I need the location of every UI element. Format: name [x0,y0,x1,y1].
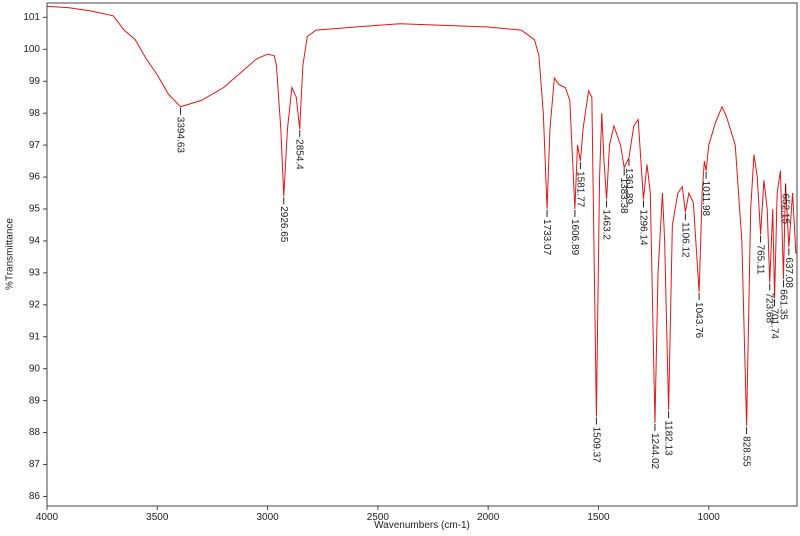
y-tick-label: 90 [29,363,41,374]
y-tick-label: 96 [29,172,41,183]
peak-label: 1296.14 [637,209,648,246]
peak-label: 1182.13 [663,420,674,456]
x-tick-label: 2000 [477,512,500,523]
peak-label: 1509.37 [590,427,601,464]
peak-label: 1581.77 [574,171,585,208]
peak-label: 1361.89 [623,168,634,205]
y-tick-label: 91 [29,331,41,342]
peak-label: 1244.02 [649,433,660,470]
peak-label: 1383.38 [618,177,629,214]
y-tick-label: 93 [29,268,41,279]
y-tick-label: 98 [29,108,41,119]
peak-label: 1043.76 [693,302,704,339]
peak-label: 1011.98 [700,181,711,217]
x-tick-label: 4000 [36,512,59,523]
peak-label: 2926.65 [278,206,289,243]
peak-label: 661.35 [777,289,788,320]
peak-label: 723.68 [764,292,775,323]
y-tick-label: 101 [23,12,40,23]
y-tick-label: 87 [29,459,41,470]
peak-label: 765.11 [755,245,766,275]
y-axis-label: %Transmittance [5,218,16,290]
x-tick-label: 1000 [698,512,721,523]
peak-label: 3394.63 [175,117,186,154]
y-tick-label: 88 [29,427,41,438]
x-tick-label: 1500 [587,512,610,523]
x-tick-label: 2500 [367,512,390,523]
y-tick-label: 94 [29,236,41,247]
y-tick-label: 95 [29,204,41,215]
y-tick-label: 89 [29,395,41,406]
peak-label: 1463.2 [601,209,612,240]
peak-label: 701.74 [769,308,780,339]
peak-label: 637.08 [783,257,794,288]
y-tick-label: 92 [29,299,41,310]
y-tick-label: 100 [23,44,40,55]
peak-label: 1606.89 [569,219,580,256]
y-tick-label: 99 [29,76,41,87]
x-tick-label: 3000 [256,512,279,523]
peak-label: 1733.07 [541,219,552,256]
y-tick-label: 97 [29,140,41,151]
x-axis-label: Wavenumbers (cm-1) [374,520,470,531]
spectrum-line [46,5,797,427]
peak-label: 2854.4 [294,139,305,170]
y-tick-label: 86 [29,491,41,502]
x-tick-label: 3500 [146,512,169,523]
plot-frame [46,2,798,507]
peak-label: 652.15 [779,193,790,224]
peak-label: 828.55 [741,436,752,467]
peak-label: 1106.12 [679,222,690,258]
